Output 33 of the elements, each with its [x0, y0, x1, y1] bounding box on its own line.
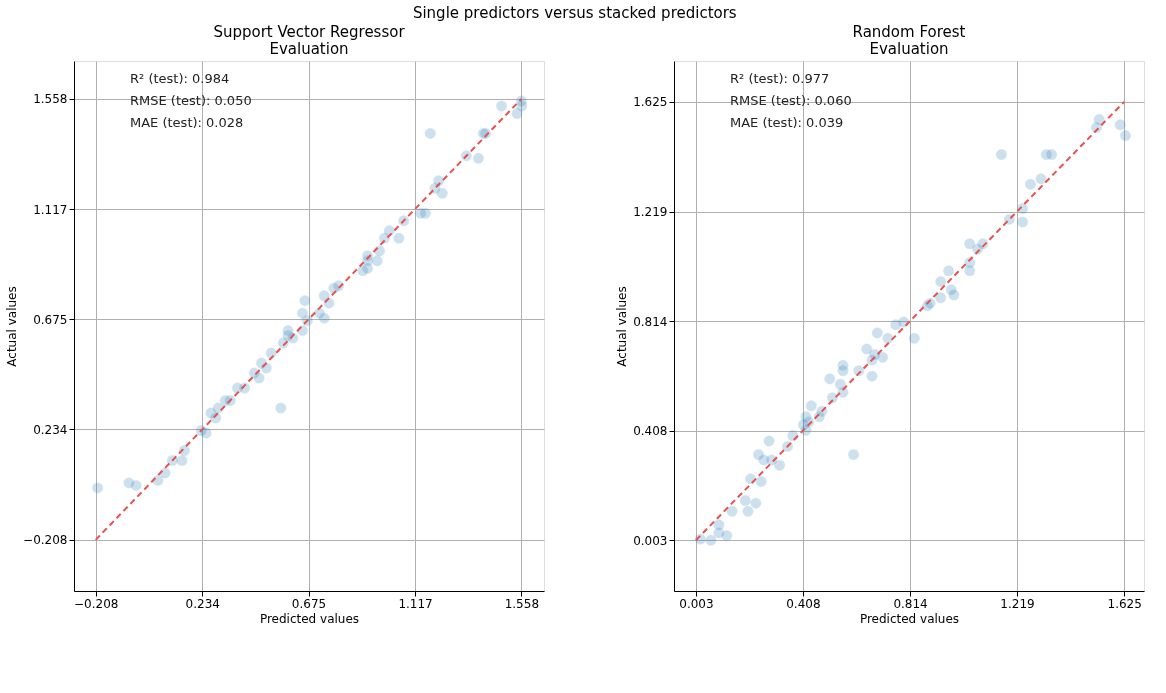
x-tick-label: 1.625 [1107, 596, 1142, 611]
text: Single predictors versus stacked predictors [412, 3, 737, 22]
x-tick-label: −0.208 [73, 596, 119, 611]
y-axis-title: Actual values [5, 286, 20, 367]
y-tick-label: 1.219 [633, 205, 668, 220]
x-tick-label: 1.558 [504, 596, 540, 611]
annotation: MAE (test): 0.039 [730, 115, 844, 130]
annotation: R² (test): 0.984 [130, 71, 230, 86]
x-axis-title: Predicted values [859, 611, 960, 626]
chart-title: Random Forest Evaluation [852, 23, 966, 58]
y-tick-label: 0.234 [33, 422, 68, 437]
y-tick-label: 0.408 [633, 424, 668, 439]
y-tick-label: 0.675 [33, 312, 68, 327]
chart-title: Support Vector Regressor Evaluation [213, 23, 406, 58]
x-axis-title: Predicted values [259, 611, 360, 626]
y-tick-label: 0.814 [633, 314, 668, 329]
y-tick-label: 0.003 [633, 533, 668, 548]
y-tick-label: −0.208 [23, 533, 68, 548]
x-tick-label: 0.003 [679, 596, 714, 611]
x-tick-label: 0.675 [291, 596, 327, 611]
annotation: R² (test): 0.977 [730, 71, 830, 86]
annotation: RMSE (test): 0.050 [130, 93, 252, 108]
x-tick-label: 0.408 [786, 596, 821, 611]
y-tick-label: 1.558 [33, 92, 68, 107]
y-tick-label: 1.117 [33, 202, 68, 217]
x-tick-label: 0.814 [893, 596, 928, 611]
x-tick-label: 0.234 [185, 596, 220, 611]
y-tick-label: 1.625 [633, 95, 668, 110]
x-tick-label: 1.219 [1000, 596, 1035, 611]
y-axis-title: Actual values [615, 286, 630, 367]
x-tick-label: 1.117 [398, 596, 433, 611]
annotation: MAE (test): 0.028 [130, 115, 244, 130]
annotation: RMSE (test): 0.060 [730, 93, 852, 108]
